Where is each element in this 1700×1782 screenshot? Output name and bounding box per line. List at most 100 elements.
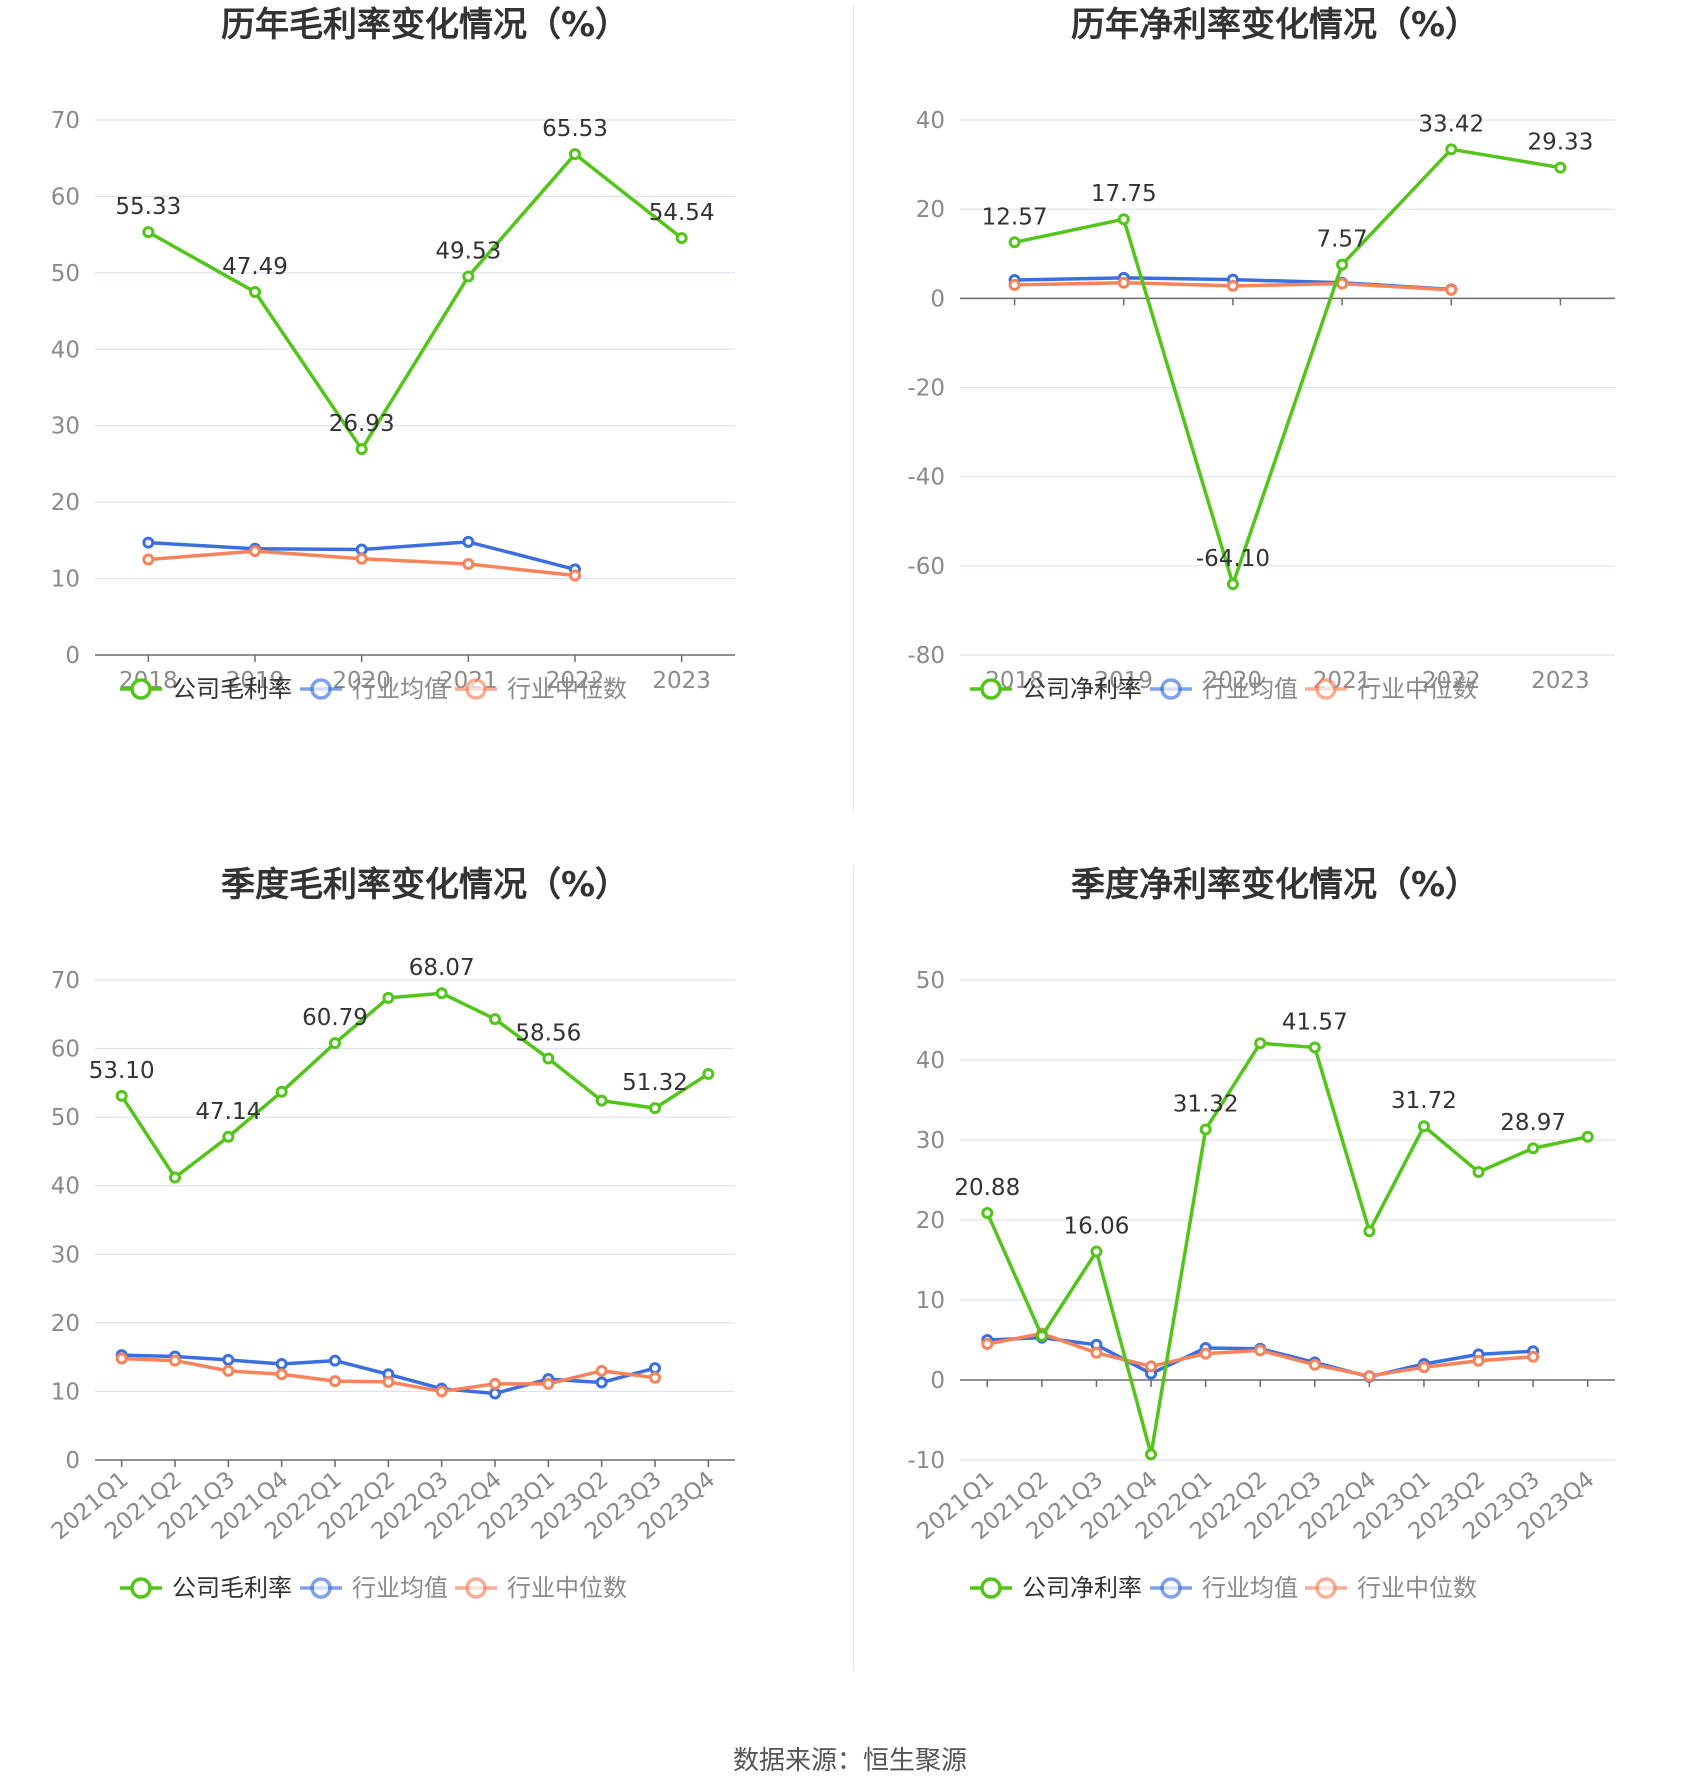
data-point-company	[595, 1094, 608, 1107]
data-label: 7.57	[1316, 227, 1367, 253]
x-tick-label: 2022	[546, 668, 605, 694]
data-point-industry_median	[1445, 283, 1458, 296]
y-tick-label: 30	[51, 1242, 80, 1268]
legend-marker-company	[130, 678, 152, 700]
chart-title: 历年毛利率变化情况（%）	[221, 5, 629, 45]
legend-label-industry_median: 行业中位数	[1357, 675, 1477, 703]
y-tick-label: 30	[916, 1128, 945, 1154]
divider-top	[853, 5, 854, 810]
data-label: 26.93	[329, 411, 395, 437]
y-tick-label: 50	[916, 968, 945, 994]
data-point-industry_median	[142, 553, 155, 566]
data-point-industry_avg	[222, 1353, 235, 1366]
y-tick-label: -40	[907, 465, 945, 491]
chart-annual-net-margin: 历年净利率变化情况（%） -80 -60 -40 -20 0 20 40 2018 2019 202…	[850, 0, 1700, 860]
series-line-company	[120, 991, 710, 1180]
data-point-company	[1035, 1330, 1048, 1342]
chart-title: 历年净利率变化情况（%）	[1071, 5, 1479, 45]
y-tick-label: 0	[65, 643, 80, 669]
data-point-company	[981, 1206, 994, 1219]
data-point-industry_avg	[329, 1354, 341, 1367]
legend-label-industry_median: 行业中位数	[507, 1574, 627, 1602]
y-tick-label: 40	[916, 1048, 945, 1074]
y-tick-label: 20	[51, 1311, 80, 1337]
data-point-industry_median	[1117, 276, 1130, 289]
data-point-industry_avg	[275, 1358, 288, 1370]
data-point-industry_median	[542, 1377, 555, 1390]
series-line-company	[1014, 147, 1561, 586]
data-point-industry_median	[981, 1338, 994, 1350]
data-label: 49.53	[435, 238, 501, 264]
data-point-industry_median	[1308, 1358, 1321, 1371]
x-tick-label: 2019	[1094, 668, 1153, 694]
legend-label-industry_avg: 行业均值	[1202, 675, 1298, 703]
x-tick-label: 2023	[1531, 668, 1590, 694]
y-tick-label: 0	[930, 1368, 945, 1394]
data-point-industry_median	[169, 1354, 181, 1367]
y-tick-label: 20	[51, 490, 80, 516]
data-point-industry_median	[1417, 1361, 1430, 1374]
data-point-company	[1336, 258, 1349, 271]
chart-title: 季度毛利率变化情况（%）	[221, 865, 629, 905]
data-point-company	[249, 286, 261, 299]
data-label: 68.07	[409, 955, 475, 981]
data-source-footer: 数据来源：恒生聚源	[732, 1746, 967, 1776]
data-label: 12.57	[982, 204, 1048, 230]
y-tick-label: 10	[51, 1379, 80, 1405]
legend-marker-company	[980, 1577, 1002, 1599]
data-point-company	[1527, 1142, 1540, 1155]
data-point-industry_median	[249, 545, 261, 558]
data-label: 65.53	[542, 116, 608, 142]
data-label: 33.42	[1418, 111, 1484, 137]
data-point-company	[1472, 1166, 1485, 1178]
data-point-industry_median	[222, 1364, 235, 1377]
data-point-company	[1254, 1037, 1267, 1050]
data-point-company	[1554, 161, 1567, 174]
x-tick-label: 2023	[652, 668, 711, 694]
data-point-company	[542, 1052, 555, 1065]
data-point-industry_avg	[142, 536, 155, 549]
data-point-industry_median	[1199, 1347, 1212, 1360]
y-tick-label: 10	[51, 567, 80, 593]
data-label: 60.79	[302, 1005, 368, 1031]
data-point-industry_median	[1008, 278, 1021, 291]
data-point-company	[1117, 213, 1130, 226]
data-point-industry_median	[382, 1375, 395, 1388]
y-tick-label: 60	[51, 184, 80, 210]
data-point-company	[382, 991, 395, 1004]
legend-label-industry_median: 行业中位数	[507, 675, 627, 703]
data-point-industry_median	[1527, 1350, 1540, 1363]
data-label: 58.56	[515, 1020, 581, 1046]
data-point-company	[222, 1130, 235, 1143]
data-point-company	[1008, 236, 1021, 249]
data-point-company	[489, 1013, 501, 1026]
data-label: 41.57	[1282, 1009, 1348, 1035]
y-tick-label: 0	[930, 286, 945, 312]
legend-marker-company	[130, 1577, 152, 1599]
y-tick-label: 0	[65, 1448, 80, 1474]
y-tick-label: 20	[916, 197, 945, 223]
data-point-company	[115, 1089, 128, 1102]
data-point-industry_median	[275, 1368, 288, 1381]
y-tick-label: 50	[51, 1105, 80, 1131]
chart-quarterly-net-margin: 季度净利率变化情况（%） -10 0 10 20 30 40 50 2021Q1 2021Q2 20…	[850, 860, 1700, 1720]
data-point-company	[702, 1067, 715, 1080]
data-label: 53.10	[89, 1058, 155, 1084]
data-point-industry_avg	[649, 1362, 661, 1375]
legend-label-industry_median: 行业中位数	[1357, 1574, 1477, 1602]
y-tick-label: 50	[51, 261, 80, 287]
data-point-industry_median	[1226, 279, 1239, 292]
chart-title: 季度净利率变化情况（%）	[1071, 865, 1479, 905]
data-point-industry_median	[355, 552, 368, 565]
legend-label-company: 公司净利率	[1022, 1574, 1142, 1602]
data-point-industry_median	[462, 558, 475, 571]
data-point-industry_avg	[489, 1387, 501, 1400]
data-point-company	[1445, 143, 1458, 156]
data-point-company	[1145, 1448, 1158, 1461]
data-point-company	[435, 987, 448, 1000]
data-point-company	[169, 1171, 181, 1184]
data-point-industry_median	[649, 1371, 661, 1384]
data-point-industry_avg	[462, 535, 475, 548]
data-point-company	[1308, 1041, 1321, 1054]
y-tick-label: 40	[51, 337, 80, 363]
